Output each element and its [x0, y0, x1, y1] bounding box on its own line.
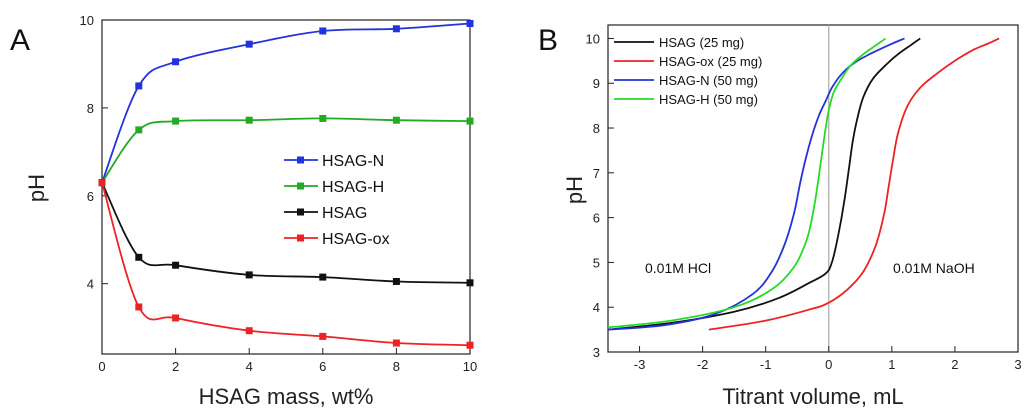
x-tick-label-a-5: 10: [463, 359, 477, 374]
annotation-naoh: 0.01M NaOH: [893, 260, 975, 276]
annotation-hcl: 0.01M HCl: [645, 260, 711, 276]
x-tick-label-b-3: 0: [825, 357, 832, 372]
y-tick-label-a-0: 4: [87, 277, 94, 292]
series-line-hsag: [101, 182, 471, 284]
legend-a: HSAG-N HSAG-H HSAG HSAG-ox: [284, 153, 390, 248]
x-tick-label-a-2: 4: [246, 359, 253, 374]
x-tick-label-b-6: 3: [1014, 357, 1021, 372]
data-point-hsag-1: [135, 253, 143, 261]
y-tick-label-b-2: 5: [593, 255, 600, 270]
x-tick-label-b-2: -1: [760, 357, 772, 372]
y-tick-label-b-7: 10: [586, 31, 600, 46]
series-line-hsag-h: [101, 117, 471, 184]
x-axis-label-a: HSAG mass, wt%: [199, 384, 374, 409]
data-point-hsag-n-5: [392, 25, 400, 33]
series-line-hsag-ox-25-mg: [708, 37, 1000, 331]
x-tick-label-a-1: 2: [172, 359, 179, 374]
x-tick-label-a-4: 8: [393, 359, 400, 374]
legend-label-hsag-h: HSAG-H: [322, 179, 384, 196]
data-point-hsag-ox-0: [98, 179, 106, 187]
data-point-hsag-n-2: [172, 58, 180, 66]
data-point-hsag-n-4: [319, 27, 327, 35]
x-tick-label-b-4: 1: [888, 357, 895, 372]
y-axis-label-b: pH: [562, 176, 587, 204]
legend-label-hsag-ox-25-mg: HSAG-ox (25 mg): [659, 54, 762, 69]
chart-panel-b: B -3 -2 -1 0 1 2 3 3 4 5 6 7 8 9 10 HSAG (25 mg) HSAG-o…: [538, 24, 1022, 409]
y-tick-label-b-4: 7: [593, 166, 600, 181]
x-axis-label-b: Titrant volume, mL: [722, 384, 903, 409]
y-tick-label-b-6: 9: [593, 76, 600, 91]
y-tick-label-a-2: 8: [87, 101, 94, 116]
x-tick-label-a-0: 0: [98, 359, 105, 374]
data-point-hsag-ox-4: [319, 332, 327, 340]
x-tick-label-b-1: -2: [697, 357, 709, 372]
y-tick-label-b-0: 3: [593, 345, 600, 360]
data-point-hsag-ox-5: [392, 339, 400, 347]
y-tick-label-a-3: 10: [80, 13, 94, 28]
series-line-hsag-25-mg: [607, 37, 921, 331]
legend-label-hsag-h-50-mg: HSAG-H (50 mg): [659, 92, 758, 107]
data-point-hsag-ox-3: [245, 327, 253, 335]
panel-label-b: B: [538, 24, 558, 57]
data-point-hsag-h-3: [245, 116, 253, 124]
legend-marker-hsag-h: [297, 182, 304, 190]
data-point-hsag-ox-1: [135, 303, 143, 311]
data-point-hsag-4: [319, 273, 327, 281]
legend-label-hsag-n: HSAG-N: [322, 153, 384, 170]
legend-b: HSAG (25 mg) HSAG-ox (25 mg) HSAG-N (50 mg…: [614, 35, 762, 107]
y-tick-label-b-5: 8: [593, 121, 600, 136]
legend-marker-hsag-ox: [297, 234, 304, 242]
data-point-hsag-6: [466, 279, 474, 287]
x-tick-label-b-0: -3: [634, 357, 646, 372]
series-line-hsag-h-50-mg: [607, 37, 887, 329]
data-point-hsag-5: [392, 277, 400, 285]
data-point-hsag-h-4: [319, 114, 327, 122]
y-tick-label-a-1: 6: [87, 189, 94, 204]
legend-label-hsag: HSAG: [322, 205, 367, 222]
legend-label-hsag-ox: HSAG-ox: [322, 231, 390, 248]
x-tick-label-a-3: 6: [319, 359, 326, 374]
plot-frame-a: [101, 19, 471, 355]
data-point-hsag-ox-6: [466, 341, 474, 349]
series-line-hsag-n-50-mg: [607, 37, 905, 331]
data-point-hsag-ox-2: [172, 314, 180, 322]
data-point-hsag-h-5: [392, 116, 400, 124]
data-point-hsag-n-3: [245, 40, 253, 48]
y-axis-label-a: pH: [24, 174, 49, 202]
data-point-hsag-3: [245, 271, 253, 279]
y-tick-label-b-3: 6: [593, 211, 600, 226]
data-point-hsag-h-6: [466, 117, 474, 125]
data-point-hsag-n-1: [135, 82, 143, 90]
data-point-hsag-h-1: [135, 126, 143, 134]
plot-frame-b: [607, 24, 1019, 353]
data-point-hsag-n-6: [466, 20, 474, 28]
data-point-hsag-h-2: [172, 117, 180, 125]
data-point-hsag-2: [172, 261, 180, 269]
panel-label-a: A: [10, 24, 30, 57]
legend-label-hsag-n-50-mg: HSAG-N (50 mg): [659, 73, 758, 88]
chart-panel-a: A 0 2 4 6 8 10 4 6 8 10 HSAG-N HSAG-H HSAG HSAG-ox H…: [10, 13, 477, 409]
legend-label-hsag-25-mg: HSAG (25 mg): [659, 35, 744, 50]
series-line-hsag-ox: [101, 182, 471, 347]
legend-marker-hsag: [297, 208, 304, 216]
y-tick-label-b-1: 4: [593, 300, 600, 315]
x-tick-label-b-5: 2: [951, 357, 958, 372]
legend-marker-hsag-n: [297, 156, 304, 164]
series-line-hsag-n: [101, 22, 471, 183]
